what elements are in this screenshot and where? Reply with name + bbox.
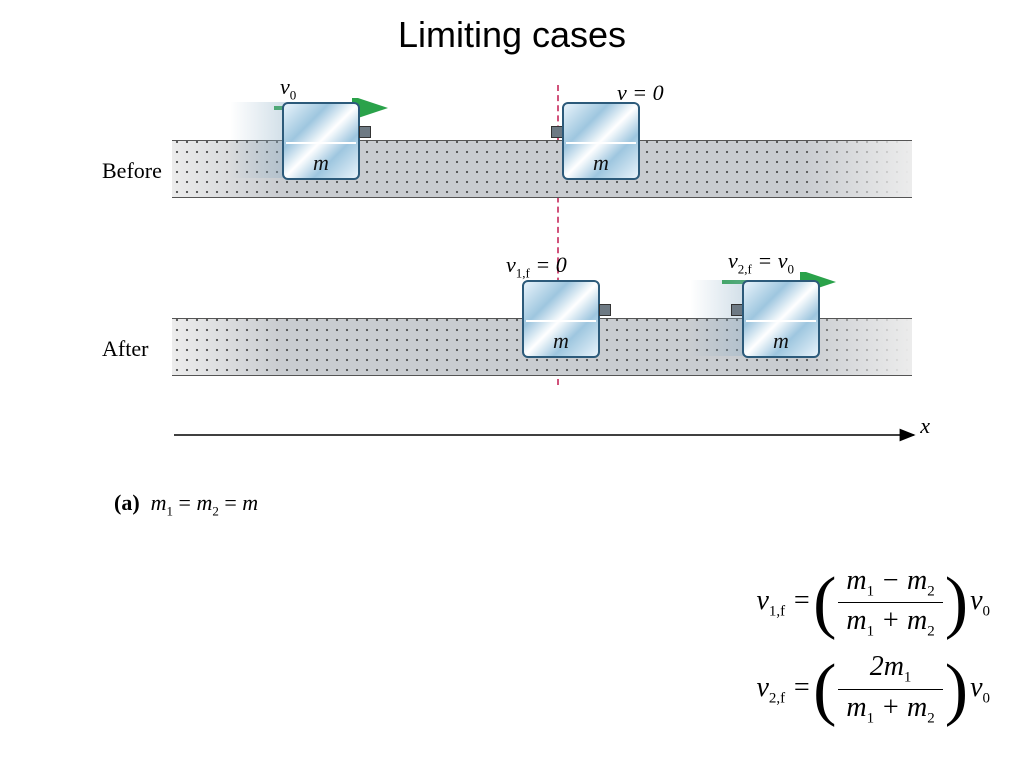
equation-v2f: v2,f = ( 2m1 m1 + m2 ) v0 [756, 651, 990, 728]
before-label: Before [102, 158, 162, 184]
peg-icon [599, 304, 611, 316]
block-before-1: m [282, 102, 360, 180]
collision-diagram: Before v0 m v = 0 [112, 90, 912, 510]
x-axis: x [172, 425, 922, 455]
page: Limiting cases Before v0 m [0, 0, 1024, 768]
page-title: Limiting cases [0, 14, 1024, 56]
equations-block: v1,f = ( m1 − m2 m1 + m2 ) v0 v2,f = ( 2… [756, 555, 990, 738]
axis-label-x: x [920, 413, 930, 439]
equation-v1f: v1,f = ( m1 − m2 m1 + m2 ) v0 [756, 565, 990, 642]
after-label: After [102, 336, 148, 362]
figure-caption-a: (a) m1 = m2 = m [114, 490, 258, 519]
block-before-2: m [562, 102, 640, 180]
block-after-1: m [522, 280, 600, 358]
peg-icon [359, 126, 371, 138]
block-after-2: m [742, 280, 820, 358]
